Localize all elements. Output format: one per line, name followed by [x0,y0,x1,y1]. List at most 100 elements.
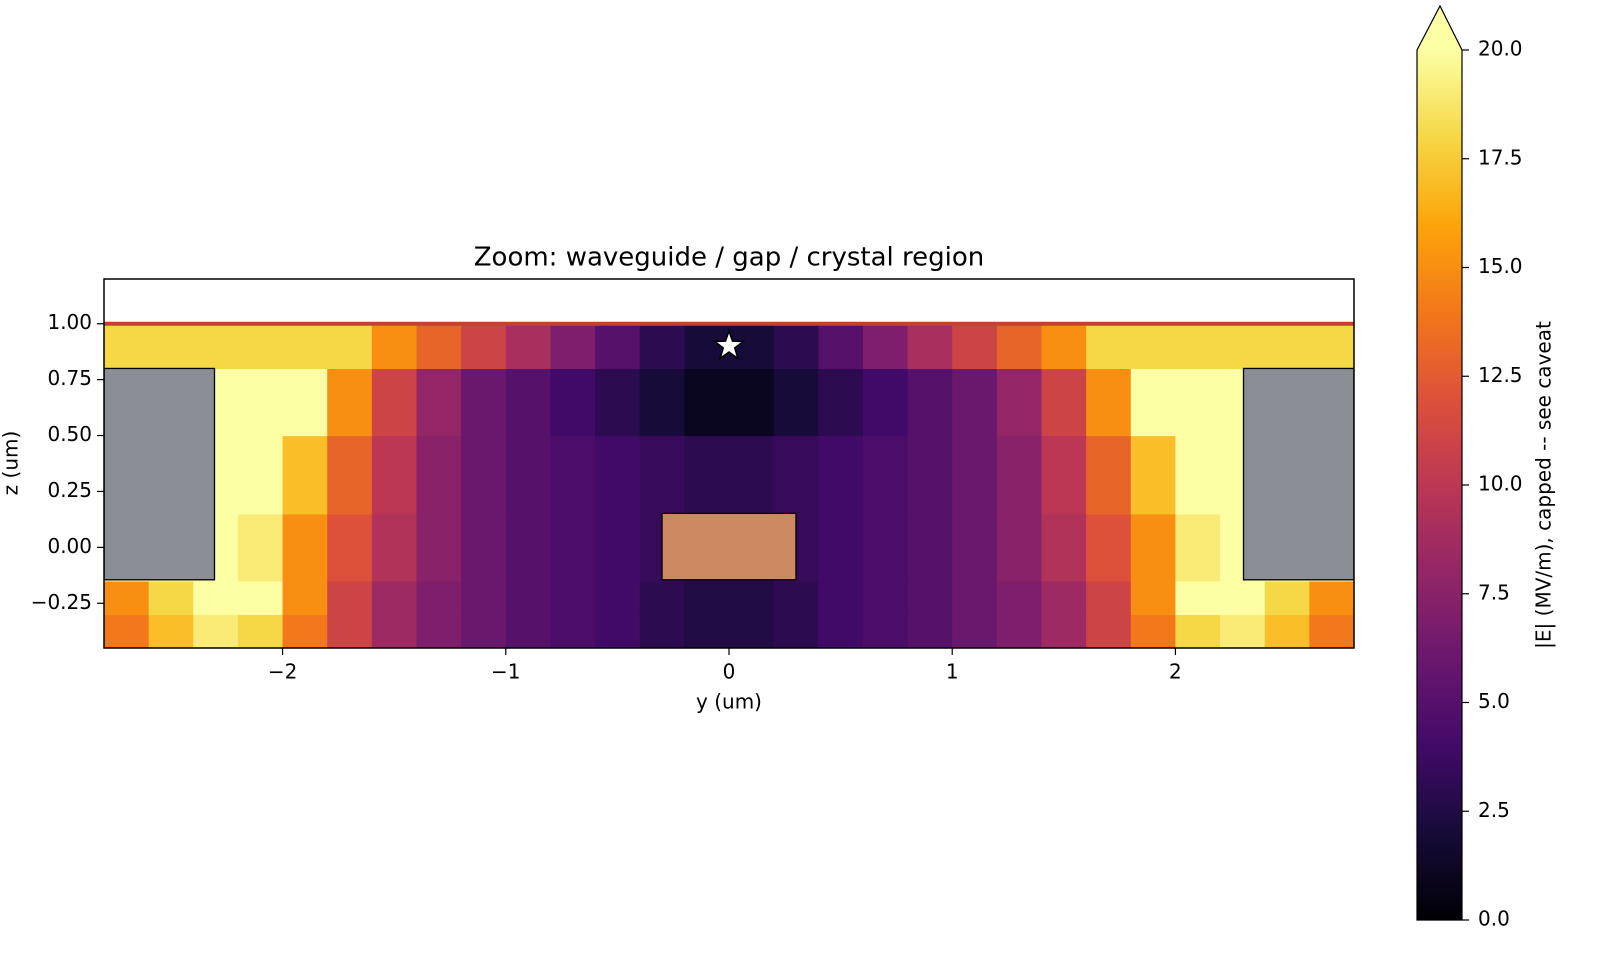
heat-cell [996,580,1043,616]
x-tick-label: 1 [946,660,959,684]
heat-cell [237,614,284,648]
heat-cell [818,580,864,616]
heat-cell [862,323,909,370]
region [104,367,216,581]
heat-cell [996,614,1043,648]
heat-cell [639,323,685,370]
heat-cell [505,368,552,437]
heat-cell [461,580,507,616]
heat-cell [862,513,909,582]
colorbar-tick-label: 5.0 [1478,689,1510,713]
y-tick-label: 0.25 [47,478,92,502]
region [1242,367,1354,581]
heat-cell [907,513,953,582]
heat-cell [996,513,1043,582]
heat-cell [371,368,418,437]
heat-cell [371,614,418,648]
heat-cell [416,435,462,515]
heat-cell [505,513,552,582]
heat-cell [729,435,775,515]
heat-cell [550,323,596,370]
heat-cell [1041,614,1087,648]
heat-cell [1130,323,1177,370]
heat-cell [907,368,953,437]
heat-cell [550,580,596,616]
heat-cell [773,580,819,616]
heat-cell [773,435,819,515]
heat-cell [148,323,194,370]
y-tick-label: 0.75 [47,366,92,390]
heat-cell [193,323,239,370]
heat-cell [729,368,775,437]
heat-cell [327,614,373,648]
heat-cell [639,614,685,648]
heat-cell [327,323,373,370]
heat-cell [282,513,328,582]
heat-cell [1264,614,1310,648]
heat-cell [1309,580,1354,616]
heat-cell [773,614,819,648]
heat-cell [1041,435,1087,515]
plot-area [104,321,1354,648]
heat-cell [862,580,909,616]
heat-cell [952,513,998,582]
heat-cell [148,614,194,648]
heat-cell [505,323,552,370]
heat-cell [729,580,775,616]
heat-cell [639,580,685,616]
heat-cell [416,368,462,437]
heat-cell [1086,513,1132,582]
heat-cell [1086,580,1132,616]
heat-cell [104,323,150,370]
heat-cell [416,323,462,370]
heat-cell [371,323,418,370]
y-axis-label: z (um) [0,431,23,496]
heat-cell [1086,368,1132,437]
heat-cell [1264,323,1310,370]
colorbar [1416,4,1463,921]
heat-cell [282,323,328,370]
heat-cell [104,580,150,616]
heat-cell [684,580,730,616]
heat-cell [996,435,1043,515]
colorbar-tick-label: 15.0 [1478,254,1523,278]
heat-cell [818,513,864,582]
heat-cell [193,580,239,616]
heat-cell [684,435,730,515]
heat-cell [595,580,641,616]
heat-cell [952,580,998,616]
heat-cell [237,323,284,370]
heat-cell [1220,580,1266,616]
heat-cell [818,614,864,648]
heat-cell [1175,368,1221,437]
region [661,512,797,581]
colorbar-tick-label: 12.5 [1478,363,1523,387]
chart-title: Zoom: waveguide / gap / crystal region [474,243,985,273]
heat-cell [1086,614,1132,648]
heat-cell [148,580,194,616]
y-tick-label: 0.00 [47,534,92,558]
heat-cell [907,323,953,370]
heat-cell [505,580,552,616]
heat-cell [996,368,1043,437]
heat-cell [818,368,864,437]
heat-cell [416,513,462,582]
heat-cell [1175,323,1221,370]
heat-cell [237,435,284,515]
heat-cell [371,513,418,582]
colorbar-tick-label: 0.0 [1478,907,1510,931]
heat-cell [639,435,685,515]
heat-cell [1309,614,1354,648]
heat-cell [327,368,373,437]
heat-cell [327,435,373,515]
heat-cell [282,580,328,616]
heat-cell [773,323,819,370]
heat-cell [237,513,284,582]
heat-cell [595,435,641,515]
heat-cell [1175,580,1221,616]
heat-cell [505,614,552,648]
x-tick-label: −1 [491,660,520,684]
heat-cell [773,368,819,437]
heat-cell [1086,435,1132,515]
heat-cell [639,368,685,437]
